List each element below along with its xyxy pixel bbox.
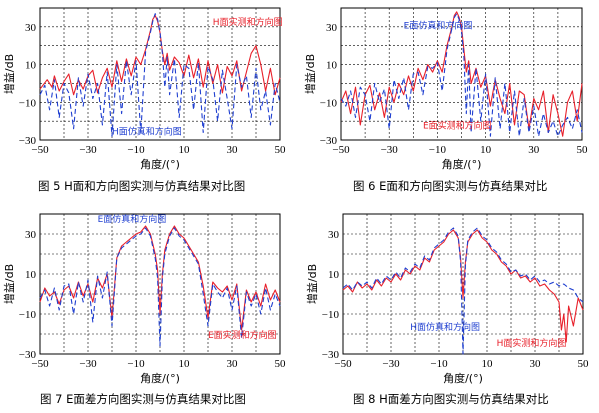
x-tick-label: 10 bbox=[179, 144, 191, 156]
x-tick-label: −50 bbox=[31, 144, 49, 156]
x-tick-label: 50 bbox=[578, 358, 590, 370]
y-tick-label: −30 bbox=[320, 135, 338, 147]
annotation-label: E面仿真和方向图 bbox=[98, 213, 167, 225]
annotation-label: E面实测和方向图 bbox=[423, 120, 492, 132]
y-tick-label: 30 bbox=[25, 229, 37, 241]
x-tick-label: 50 bbox=[275, 144, 287, 156]
series-line-simulated bbox=[342, 227, 584, 355]
y-tick-label: −10 bbox=[322, 309, 340, 321]
figure-caption: 图 8 H面差方向图实测与仿真结果对比 bbox=[353, 392, 549, 406]
x-axis-label: 角度/(°) bbox=[443, 371, 483, 385]
y-tick-label: −10 bbox=[19, 97, 37, 109]
x-tick-label: 10 bbox=[482, 358, 494, 370]
x-tick-label: 50 bbox=[577, 144, 589, 156]
y-tick-label: −30 bbox=[322, 349, 340, 361]
figure-caption: 图 6 E面和方向图实测与仿真结果对比 bbox=[353, 179, 547, 193]
x-tick-label: −30 bbox=[79, 358, 97, 370]
x-tick-label: 50 bbox=[275, 358, 287, 370]
x-axis-label: 角度/(°) bbox=[140, 157, 180, 171]
series-line-measured bbox=[340, 11, 583, 137]
y-tick-label: −30 bbox=[19, 349, 37, 361]
x-tick-label: −30 bbox=[382, 358, 400, 370]
annotation-label: E面仿真和方向图 bbox=[404, 20, 473, 32]
x-tick-label: −50 bbox=[334, 358, 352, 370]
x-tick-label: −10 bbox=[127, 358, 145, 370]
y-tick-label: −10 bbox=[19, 309, 37, 321]
x-tick-label: 10 bbox=[480, 144, 492, 156]
y-tick-label: 30 bbox=[326, 22, 338, 34]
y-tick-label: −10 bbox=[320, 97, 338, 109]
figure-caption: 图 5 H面和方向图实测与仿真结果对比图 bbox=[38, 179, 245, 193]
y-tick-label: 10 bbox=[25, 60, 37, 72]
figure-caption: 图 7 E面差方向图实测与仿真结果对比图 bbox=[40, 392, 246, 406]
x-axis-label: 角度/(°) bbox=[140, 371, 180, 385]
x-tick-label: −30 bbox=[79, 144, 97, 156]
y-tick-label: 30 bbox=[328, 229, 340, 241]
y-axis-label: 增益/dB bbox=[2, 264, 16, 304]
x-tick-label: −10 bbox=[127, 144, 145, 156]
y-tick-label: 10 bbox=[25, 269, 37, 281]
annotation-label: H面实测和方向图 bbox=[213, 16, 283, 28]
chart-panel-3: −50 −30 −10 10 30 50−30−101030E面仿真和方向图E面实测和方向… bbox=[2, 213, 286, 406]
series-line-simulated bbox=[39, 227, 281, 347]
y-tick-label: −30 bbox=[19, 135, 37, 147]
x-tick-label: −30 bbox=[381, 144, 399, 156]
y-tick-label: 10 bbox=[328, 269, 340, 281]
x-tick-label: 10 bbox=[179, 358, 191, 370]
series-line-measured bbox=[342, 229, 584, 343]
y-axis-label: 增益/dB bbox=[303, 54, 317, 94]
y-tick-label: 10 bbox=[326, 60, 338, 72]
annotation-label: H面仿真和方向图 bbox=[410, 321, 480, 333]
x-tick-label: 30 bbox=[227, 358, 239, 370]
x-tick-label: −50 bbox=[332, 144, 350, 156]
x-tick-label: 30 bbox=[227, 144, 239, 156]
series-line-simulated bbox=[39, 13, 281, 137]
x-tick-label: −10 bbox=[430, 358, 448, 370]
x-tick-label: −50 bbox=[31, 358, 49, 370]
y-tick-label: 30 bbox=[25, 22, 37, 34]
x-tick-label: 30 bbox=[528, 144, 540, 156]
series-line-measured bbox=[39, 14, 281, 96]
annotation-label: H面实测和方向图 bbox=[497, 337, 567, 349]
chart-panel-4: −50 −30 −10 10 30 50−30−101030H面仿真和方向图H面实测和方向… bbox=[305, 213, 590, 406]
annotation-label: H面仿真和方向图 bbox=[112, 125, 182, 137]
x-tick-label: −10 bbox=[429, 144, 447, 156]
x-tick-label: 30 bbox=[530, 358, 542, 370]
y-axis-label: 增益/dB bbox=[305, 264, 319, 304]
series-line-measured bbox=[39, 225, 281, 331]
y-axis-label: 增益/dB bbox=[2, 54, 16, 94]
annotation-label: E面实测和方向图 bbox=[208, 329, 277, 341]
x-axis-label: 角度/(°) bbox=[442, 157, 482, 171]
